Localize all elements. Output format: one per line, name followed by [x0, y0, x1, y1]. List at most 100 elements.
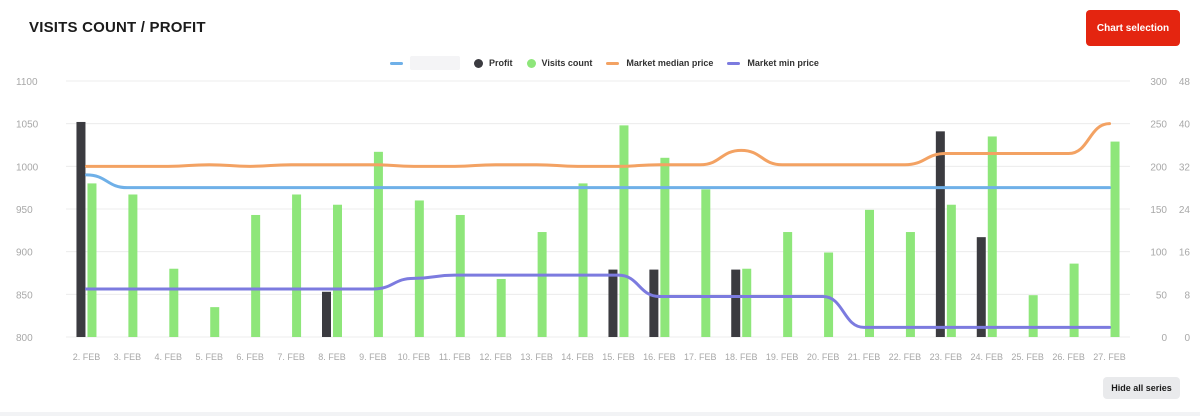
x-tick-label: 25. FEB — [1011, 352, 1044, 362]
visits-bar — [496, 278, 506, 337]
x-tick-label: 14. FEB — [561, 352, 594, 362]
y-right2-tick-label: 32 — [1179, 162, 1191, 173]
y-right2-tick-label: 24 — [1179, 205, 1191, 216]
chart-selection-button[interactable]: Chart selection — [1086, 10, 1180, 46]
profit-bar — [976, 237, 986, 337]
y-left-tick-label: 850 — [16, 290, 33, 301]
x-tick-label: 26. FEB — [1052, 352, 1085, 362]
legend-item-hidden-series[interactable] — [390, 56, 460, 70]
visits-bar — [701, 189, 711, 337]
x-tick-label: 27. FEB — [1093, 352, 1126, 362]
visits-bar — [87, 183, 97, 337]
visits-bar — [865, 209, 874, 337]
x-tick-label: 12. FEB — [479, 352, 512, 362]
legend-label: Market min price — [747, 58, 819, 68]
visits-bar — [251, 214, 261, 337]
profit-bar — [76, 121, 86, 338]
y-right1-tick-label: 0 — [1161, 333, 1167, 344]
x-tick-label: 23. FEB — [930, 352, 963, 362]
visits-bar — [1069, 263, 1079, 337]
legend-label: Profit — [489, 58, 513, 68]
y-right1-tick-label: 300 — [1150, 77, 1167, 88]
visits-bar — [373, 151, 383, 337]
y-right2-tick-label: 8 — [1184, 290, 1190, 301]
y-left-tick-label: 900 — [16, 248, 33, 259]
legend-dot-icon — [474, 58, 483, 68]
x-tick-label: 16. FEB — [643, 352, 676, 362]
visits-bar — [660, 157, 670, 337]
x-tick-label: 13. FEB — [520, 352, 553, 362]
legend-line-icon — [606, 61, 620, 65]
y-right1-tick-label: 200 — [1150, 162, 1167, 173]
visits-bar — [210, 307, 220, 337]
hide-all-series-button[interactable]: Hide all series — [1103, 377, 1180, 399]
market-min-price-line — [84, 273, 1112, 329]
visits-bar — [578, 183, 588, 337]
x-tick-label: 6. FEB — [236, 352, 264, 362]
chart-legend: Profit Visits count Market median price … — [390, 54, 833, 72]
x-tick-label: 21. FEB — [848, 352, 881, 362]
y-right1-tick-label: 150 — [1150, 205, 1167, 216]
visits-bar — [1110, 141, 1120, 337]
visits-bar — [128, 194, 138, 337]
profit-bar — [649, 269, 659, 337]
profit-bar — [731, 269, 741, 337]
legend-line-icon — [727, 61, 741, 65]
visits-bar — [987, 136, 997, 337]
y-left-tick-label: 1000 — [16, 162, 39, 173]
visits-bar — [292, 194, 302, 337]
x-tick-label: 4. FEB — [155, 352, 183, 362]
x-tick-label: 8. FEB — [318, 352, 346, 362]
visits-bar — [1028, 295, 1038, 337]
x-tick-label: 2. FEB — [73, 352, 101, 362]
y-right1-tick-label: 50 — [1156, 290, 1168, 301]
market-median-price-line — [84, 122, 1112, 168]
x-tick-label: 17. FEB — [684, 352, 717, 362]
visits-bar — [619, 125, 629, 337]
legend-item-market-min-price[interactable]: Market min price — [727, 58, 819, 68]
x-tick-label: 19. FEB — [766, 352, 799, 362]
x-tick-label: 22. FEB — [889, 352, 922, 362]
y-right1-tick-label: 100 — [1150, 248, 1167, 259]
legend-item-profit[interactable]: Profit — [474, 58, 513, 68]
x-tick-label: 15. FEB — [602, 352, 635, 362]
x-tick-label: 11. FEB — [439, 352, 471, 362]
profit-bar — [322, 291, 331, 337]
x-tick-label: 18. FEB — [725, 352, 758, 362]
y-right2-tick-label: 40 — [1179, 120, 1191, 131]
x-tick-label: 9. FEB — [359, 352, 387, 362]
y-left-tick-label: 1100 — [16, 77, 38, 88]
legend-item-visits-count[interactable]: Visits count — [526, 58, 593, 68]
visits-bar — [414, 200, 424, 337]
x-tick-label: 3. FEB — [114, 352, 142, 362]
y-left-tick-label: 1050 — [16, 120, 39, 131]
page-title: VISITS COUNT / PROFIT — [29, 19, 206, 36]
x-tick-label: 5. FEB — [195, 352, 223, 362]
visits-bar — [783, 232, 793, 337]
visits-bar — [824, 252, 834, 337]
visits-bar — [905, 232, 915, 337]
legend-item-market-median-price[interactable]: Market median price — [606, 58, 713, 68]
y-left-tick-label: 950 — [16, 205, 33, 216]
y-right1-tick-label: 250 — [1150, 120, 1167, 131]
legend-label-redacted — [410, 56, 460, 70]
y-left-tick-label: 800 — [16, 333, 33, 344]
y-right2-tick-label: 48 — [1179, 77, 1191, 88]
visits-bar — [333, 204, 342, 337]
x-tick-label: 10. FEB — [398, 352, 431, 362]
y-right2-tick-label: 0 — [1184, 333, 1190, 344]
profit-bar — [608, 269, 618, 337]
visits-bar — [169, 268, 179, 337]
legend-dot-icon — [526, 58, 536, 68]
legend-line-icon — [390, 61, 403, 65]
visits-bar — [537, 232, 547, 337]
visits-bar — [742, 268, 752, 337]
y-right2-tick-label: 16 — [1179, 248, 1191, 259]
legend-label: Visits count — [541, 58, 593, 68]
visits-bar — [946, 204, 956, 337]
x-tick-label: 24. FEB — [971, 352, 1004, 362]
profit-bar — [935, 131, 945, 337]
hidden-series-line — [84, 173, 1112, 190]
x-tick-label: 20. FEB — [807, 352, 840, 362]
